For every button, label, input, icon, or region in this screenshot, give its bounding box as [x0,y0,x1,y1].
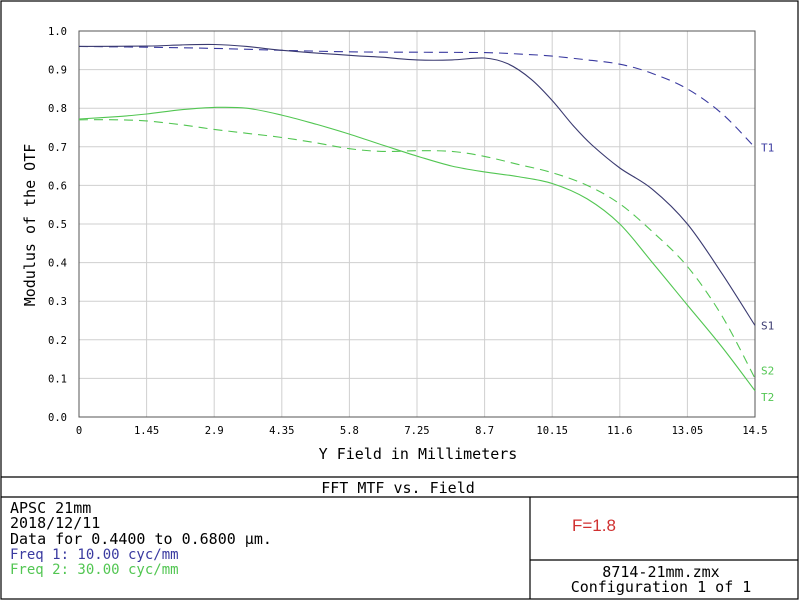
x-tick-label: 4.35 [269,425,294,437]
y-tick-label: 1.0 [48,26,67,38]
x-tick-label: 0 [76,425,82,437]
freq-1-label: Freq 1: 10.00 cyc/mm [10,547,179,563]
y-tick-label: 0.8 [48,103,67,115]
f-number-label: F=1.8 [572,516,616,535]
x-tick-label: 8.7 [475,425,494,437]
plot-frame [78,30,756,418]
x-tick-label: 10.15 [536,425,568,437]
y-tick-label: 0.5 [48,219,67,231]
x-tick-label: 2.9 [205,425,224,437]
series-line-s2 [78,119,756,379]
series-line-s1 [78,43,756,326]
series-line-t2 [78,106,756,392]
x-tick-label: 1.45 [134,425,159,437]
x-tick-label: 7.25 [404,425,429,437]
y-tick-label: 0.4 [48,258,67,270]
file-name: 8714-21mm.zmx [602,563,719,581]
x-axis-label: Y Field in Millimeters [319,445,518,463]
x-tick-label: 5.8 [340,425,359,437]
chart-title: FFT MTF vs. Field [321,479,475,497]
x-tick-label: 11.6 [607,425,632,437]
y-tick-label: 0.0 [48,412,67,424]
info-line-3: Data for 0.4400 to 0.6800 µm. [10,530,272,548]
series-label-s1: S1 [761,320,774,333]
y-tick-label: 0.9 [48,65,67,77]
y-axis-label: Modulus of the OTF [21,144,39,307]
info-line-2: 2018/12/11 [10,514,100,532]
grid [78,30,756,418]
y-tick-label: 0.1 [48,373,67,385]
y-tick-labels: 0.0 0.1 0.2 0.3 0.4 0.5 0.6 0.7 0.8 0.9 1.0 [48,26,67,424]
info-line-1: APSC 21mm [10,499,91,517]
series-label-t2: T2 [761,391,774,404]
configuration-label: Configuration 1 of 1 [571,578,752,596]
y-tick-label: 0.2 [48,335,67,347]
series-lines [78,43,756,392]
y-tick-label: 0.6 [48,180,67,192]
freq-2-label: Freq 2: 30.00 cyc/mm [10,562,179,578]
x-tick-label: 14.5 [742,425,767,437]
series-labels: T1 S1 S2 T2 [761,142,774,404]
y-tick-label: 0.3 [48,296,67,308]
x-tick-label: 13.05 [672,425,704,437]
series-label-t1: T1 [761,142,774,155]
y-tick-label: 0.7 [48,142,67,154]
series-label-s2: S2 [761,364,774,377]
x-tick-labels: 0 1.45 2.9 4.35 5.8 7.25 8.7 10.15 11.6 13.05 14.5 [76,425,768,437]
